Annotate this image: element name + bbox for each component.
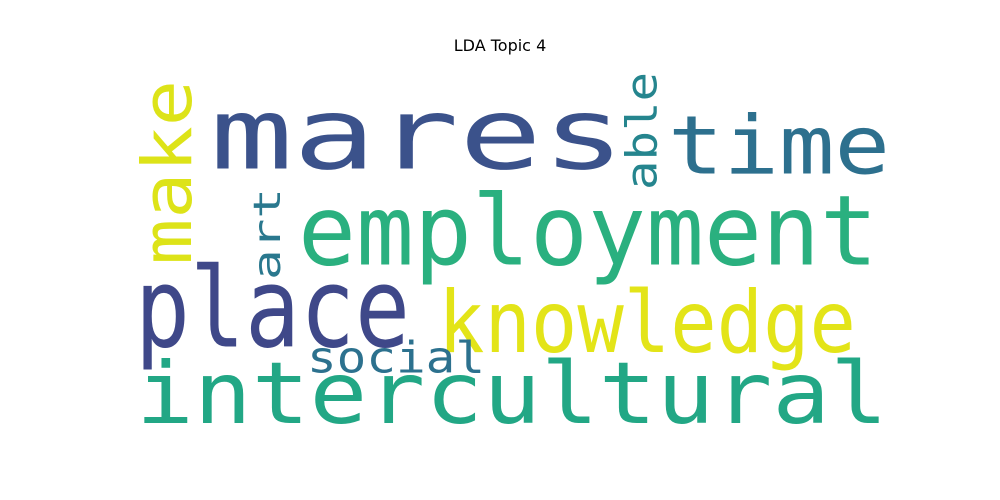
- word-time: time: [668, 100, 890, 194]
- word-place: place: [135, 245, 410, 374]
- word-mares: mares: [210, 78, 625, 193]
- word-employment: employment: [298, 175, 878, 288]
- word-art: art: [246, 188, 289, 280]
- chart-title: LDA Topic 4: [453, 36, 547, 55]
- word-social: social: [307, 333, 485, 384]
- word-make: make: [128, 80, 208, 265]
- word-able: able: [618, 72, 668, 190]
- word-knowledge: knowledge: [438, 273, 856, 373]
- word-intercultural: intercultural: [136, 344, 888, 444]
